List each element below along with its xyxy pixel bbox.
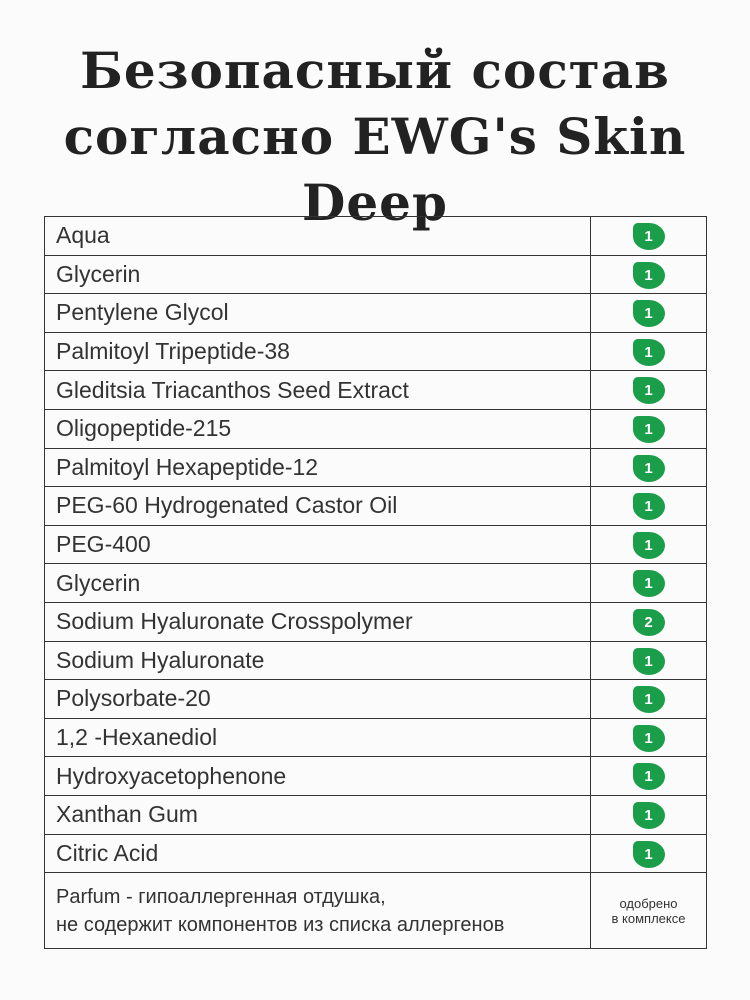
ingredient-name: Sodium Hyaluronate Crosspolymer [44, 601, 591, 642]
ingredient-name: 1,2 -Hexanediol [44, 717, 591, 758]
ewg-score-badge: 1 [632, 840, 665, 868]
table-row: 1,2 -Hexanediol 1 [44, 717, 707, 758]
table-row: Citric Acid 1 [44, 833, 707, 874]
table-row: Hydroxyacetophenone 1 [44, 756, 707, 796]
table-row: Sodium Hyaluronate Crosspolymer 2 [44, 601, 707, 642]
ingredient-name: Sodium Hyaluronate [44, 640, 591, 681]
ewg-score-badge: 2 [632, 608, 665, 636]
table-row: Glycerin 1 [44, 254, 707, 295]
table-row: PEG-400 1 [44, 524, 707, 565]
ingredient-name: Palmitoyl Hexapeptide-12 [44, 447, 591, 488]
ewg-score-badge: 1 [632, 261, 665, 289]
ingredient-name: Palmitoyl Tripeptide-38 [44, 331, 591, 372]
table-row: Polysorbate-20 1 [44, 679, 707, 719]
table-row: Palmitoyl Hexapeptide-12 1 [44, 447, 707, 488]
ewg-score-badge: 1 [632, 647, 665, 675]
table-row: Oligopeptide-215 1 [44, 408, 707, 449]
ewg-score-badge: 1 [632, 531, 665, 559]
ingredient-name: Xanthan Gum [44, 794, 591, 835]
ewg-score-badge: 1 [632, 223, 665, 250]
table-row: Gleditsia Triacanthos Seed Extract 1 [44, 370, 707, 410]
ingredient-name: Aqua [44, 216, 591, 256]
ewg-score-badge: 1 [632, 454, 665, 482]
ingredient-name: Pentylene Glycol [44, 293, 591, 333]
ewg-score-badge: 1 [632, 686, 665, 714]
ingredient-name: PEG-400 [44, 524, 591, 565]
ewg-score-badge: 1 [632, 493, 665, 521]
table-row: Glycerin 1 [44, 563, 707, 603]
ewg-score-badge: 1 [632, 763, 665, 791]
ingredient-name: Citric Acid [44, 833, 591, 874]
page-title: Безопасный состав согласно EWG's Skin De… [63, 41, 687, 232]
table-row: Palmitoyl Tripeptide-38 1 [44, 331, 707, 372]
table-row: Pentylene Glycol 1 [44, 293, 707, 333]
ewg-score-badge: 1 [632, 377, 665, 405]
status-text: одобрено в комплексе [590, 872, 707, 950]
ingredient-name: Oligopeptide-215 [44, 408, 591, 449]
ewg-score-badge: 1 [632, 570, 665, 598]
ingredient-name: PEG-60 Hydrogenated Castor Oil [44, 486, 591, 526]
ingredient-name: Glycerin [44, 254, 591, 295]
table-row: Xanthan Gum 1 [44, 794, 707, 835]
ewg-score-badge: 1 [632, 724, 665, 752]
ingredient-name: Gleditsia Triacanthos Seed Extract [44, 370, 591, 410]
ingredient-name: Parfum - гипоаллергенная отдушка, не соде… [44, 872, 591, 950]
ewg-score-badge: 1 [632, 801, 665, 829]
table-row: Aqua 1 [44, 216, 707, 256]
ewg-score-badge: 1 [632, 338, 665, 366]
ingredient-name: Glycerin [44, 563, 591, 603]
ingredients-table: Aqua 1 Glycerin 1 Pentylene Glycol 1 Palmitoyl… [44, 216, 707, 950]
ingredient-name: Hydroxyacetophenone [44, 756, 591, 796]
table-row: Sodium Hyaluronate 1 [44, 640, 707, 681]
table-row: Parfum - гипоаллергенная отдушка, не соде… [44, 872, 707, 950]
ewg-score-badge: 1 [632, 415, 665, 443]
ingredient-name: Polysorbate-20 [44, 679, 591, 719]
ewg-score-badge: 1 [632, 300, 665, 328]
table-row: PEG-60 Hydrogenated Castor Oil 1 [44, 486, 707, 526]
